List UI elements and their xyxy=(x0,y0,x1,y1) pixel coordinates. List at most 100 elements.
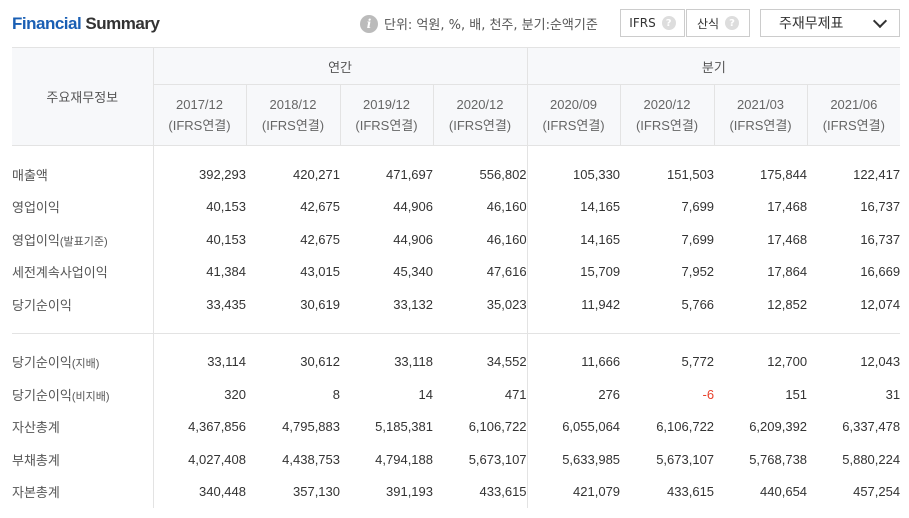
ifrs-label: IFRS xyxy=(629,16,656,30)
row-label-text: 영업이익 xyxy=(12,232,60,248)
table-row: 자본총계 340,448 357,130 391,193 433,615 421,079 4… xyxy=(12,475,901,508)
table-cell: 4,438,753 xyxy=(282,451,340,467)
row-label-qualifier: (발표기준) xyxy=(59,235,108,248)
row-label-text: 당기순이익 xyxy=(12,297,72,313)
table-cell: 151 xyxy=(785,386,808,402)
table-row: 부채총계 4,027,408 4,438,753 4,794,188 5,673,107… xyxy=(12,443,900,476)
table-cell: 6,106,722 xyxy=(468,419,527,435)
table-cell: 30,619 xyxy=(300,296,340,312)
table-cell: 6,337,478 xyxy=(842,419,901,435)
table-cell: 7,952 xyxy=(681,264,715,280)
table-cell: 357,130 xyxy=(293,484,340,500)
info-icon[interactable]: i xyxy=(360,14,378,33)
column-period: 2017/12 xyxy=(176,97,223,112)
corner-label: 주요재무정보 xyxy=(12,47,154,146)
group-quarter: 분기 xyxy=(526,47,901,85)
column-basis: (IFRS연결) xyxy=(635,118,699,133)
table-cell: 433,615 xyxy=(479,484,527,500)
table-cell: 320 xyxy=(224,386,246,402)
ifrs-button[interactable]: IFRS ? xyxy=(620,9,685,37)
financial-summary-table: 주요재무정보 연간 분기 2017/12 (IFRS연결) 2018/12 (IFRS… xyxy=(12,47,901,508)
column-period: 2020/09 xyxy=(550,97,598,112)
row-label-qualifier: (지배) xyxy=(71,358,100,371)
formula-button[interactable]: 산식 ? xyxy=(686,9,750,37)
table-row: 영업이익 40,153 42,675 44,906 46,160 14,165 7,699 1… xyxy=(12,190,901,223)
table-row: 매출액 392,293 420,271 471,697 556,802 105,330 15… xyxy=(12,158,900,191)
column-basis: (IFRS연결) xyxy=(729,118,792,133)
table-cell: 40,153 xyxy=(206,231,246,247)
table-cell: 4,794,188 xyxy=(375,451,433,467)
column-period: 2020/12 xyxy=(456,97,504,112)
title-part1: Financial xyxy=(12,14,82,33)
table-cell: 5,768,738 xyxy=(749,451,808,467)
title-part2: Summary xyxy=(85,14,160,33)
table-cell: 35,023 xyxy=(486,296,527,312)
table-cell: 16,737 xyxy=(860,231,901,247)
table-cell: 6,209,392 xyxy=(749,419,808,435)
table-cell: 471,697 xyxy=(386,166,433,182)
row-label-text: 매출액 xyxy=(12,167,48,183)
table-cell: 30,612 xyxy=(300,354,340,370)
statement-type-select[interactable]: 주재무제표 xyxy=(760,9,900,37)
table-cell: 14 xyxy=(418,386,433,402)
table-cell: 420,271 xyxy=(293,166,340,182)
table-cell: 392,293 xyxy=(199,166,246,182)
table-cell: 14,165 xyxy=(526,190,621,223)
row-label: 자본총계 xyxy=(12,475,154,508)
table-cell: 556,802 xyxy=(479,166,527,182)
table-cell: 6,106,722 xyxy=(656,419,715,435)
table-cell: 391,193 xyxy=(386,484,433,500)
table-cell: 46,160 xyxy=(486,231,527,247)
row-label-text: 자산총계 xyxy=(12,420,60,436)
help-icon[interactable]: ? xyxy=(661,16,676,30)
table-cell: 440,654 xyxy=(760,484,808,500)
column-header: 2018/12 (IFRS연결) xyxy=(245,84,340,146)
table-cell: 33,435 xyxy=(206,296,246,312)
table-cell: 457,254 xyxy=(853,484,901,500)
table-cell: 12,700 xyxy=(767,354,808,370)
table-cell: 44,906 xyxy=(393,199,433,215)
row-label: 부채총계 xyxy=(12,443,154,476)
table-cell: 33,132 xyxy=(393,296,433,312)
column-basis: (IFRS연결) xyxy=(448,118,512,133)
row-label-text: 부채총계 xyxy=(12,452,60,468)
table-cell: 5,880,224 xyxy=(842,451,901,467)
select-value: 주재무제표 xyxy=(779,16,844,32)
table-cell: 6,055,064 xyxy=(526,410,621,443)
row-label-text: 자본총계 xyxy=(12,485,60,501)
chevron-down-icon xyxy=(872,13,888,28)
table-cell: -6 xyxy=(702,386,715,402)
table-cell: 12,043 xyxy=(860,354,901,370)
table-row: 당기순이익(지배) 33,114 30,612 33,118 34,552 11,666 5… xyxy=(12,345,901,378)
table-cell: 433,615 xyxy=(667,484,715,500)
help-icon[interactable]: ? xyxy=(725,16,740,30)
table-cell: 16,737 xyxy=(860,199,901,215)
group-annual: 연간 xyxy=(153,47,528,85)
column-basis: (IFRS연결) xyxy=(261,118,325,133)
table-cell: 105,330 xyxy=(526,158,621,191)
table-cell: 151,503 xyxy=(667,166,715,182)
table-cell: 31 xyxy=(885,386,901,402)
table-cell: 5,772 xyxy=(681,354,715,370)
table-cell: 471 xyxy=(504,386,527,402)
column-header: 2017/12 (IFRS연결) xyxy=(153,84,246,146)
table-cell: 4,795,883 xyxy=(282,419,340,435)
table-cell: 5,766 xyxy=(681,296,715,312)
table-cell: 421,079 xyxy=(526,475,621,508)
table-row: 영업이익(발표기준) 40,153 42,675 44,906 46,160 14,165… xyxy=(12,223,900,256)
row-label-text: 세전계속사업이익 xyxy=(12,265,108,281)
table-row: 당기순이익 33,435 30,619 33,132 35,023 11,942 5,766… xyxy=(12,288,900,321)
table-cell: 12,852 xyxy=(767,296,808,312)
table-cell: 16,669 xyxy=(860,264,901,280)
table-cell: 276 xyxy=(526,378,621,411)
column-period: 2018/12 xyxy=(269,97,317,112)
row-label: 영업이익(발표기준) xyxy=(12,223,154,256)
column-header: 2020/12 (IFRS연결) xyxy=(432,84,528,146)
row-label: 당기순이익 xyxy=(12,288,154,321)
table-cell: 7,699 xyxy=(681,231,715,247)
table-cell: 5,185,381 xyxy=(375,419,433,435)
formula-label: 산식 xyxy=(696,16,720,31)
column-period: 2021/06 xyxy=(830,97,878,112)
table-cell: 5,673,107 xyxy=(468,451,527,467)
page-title: Financial Summary xyxy=(12,14,160,34)
